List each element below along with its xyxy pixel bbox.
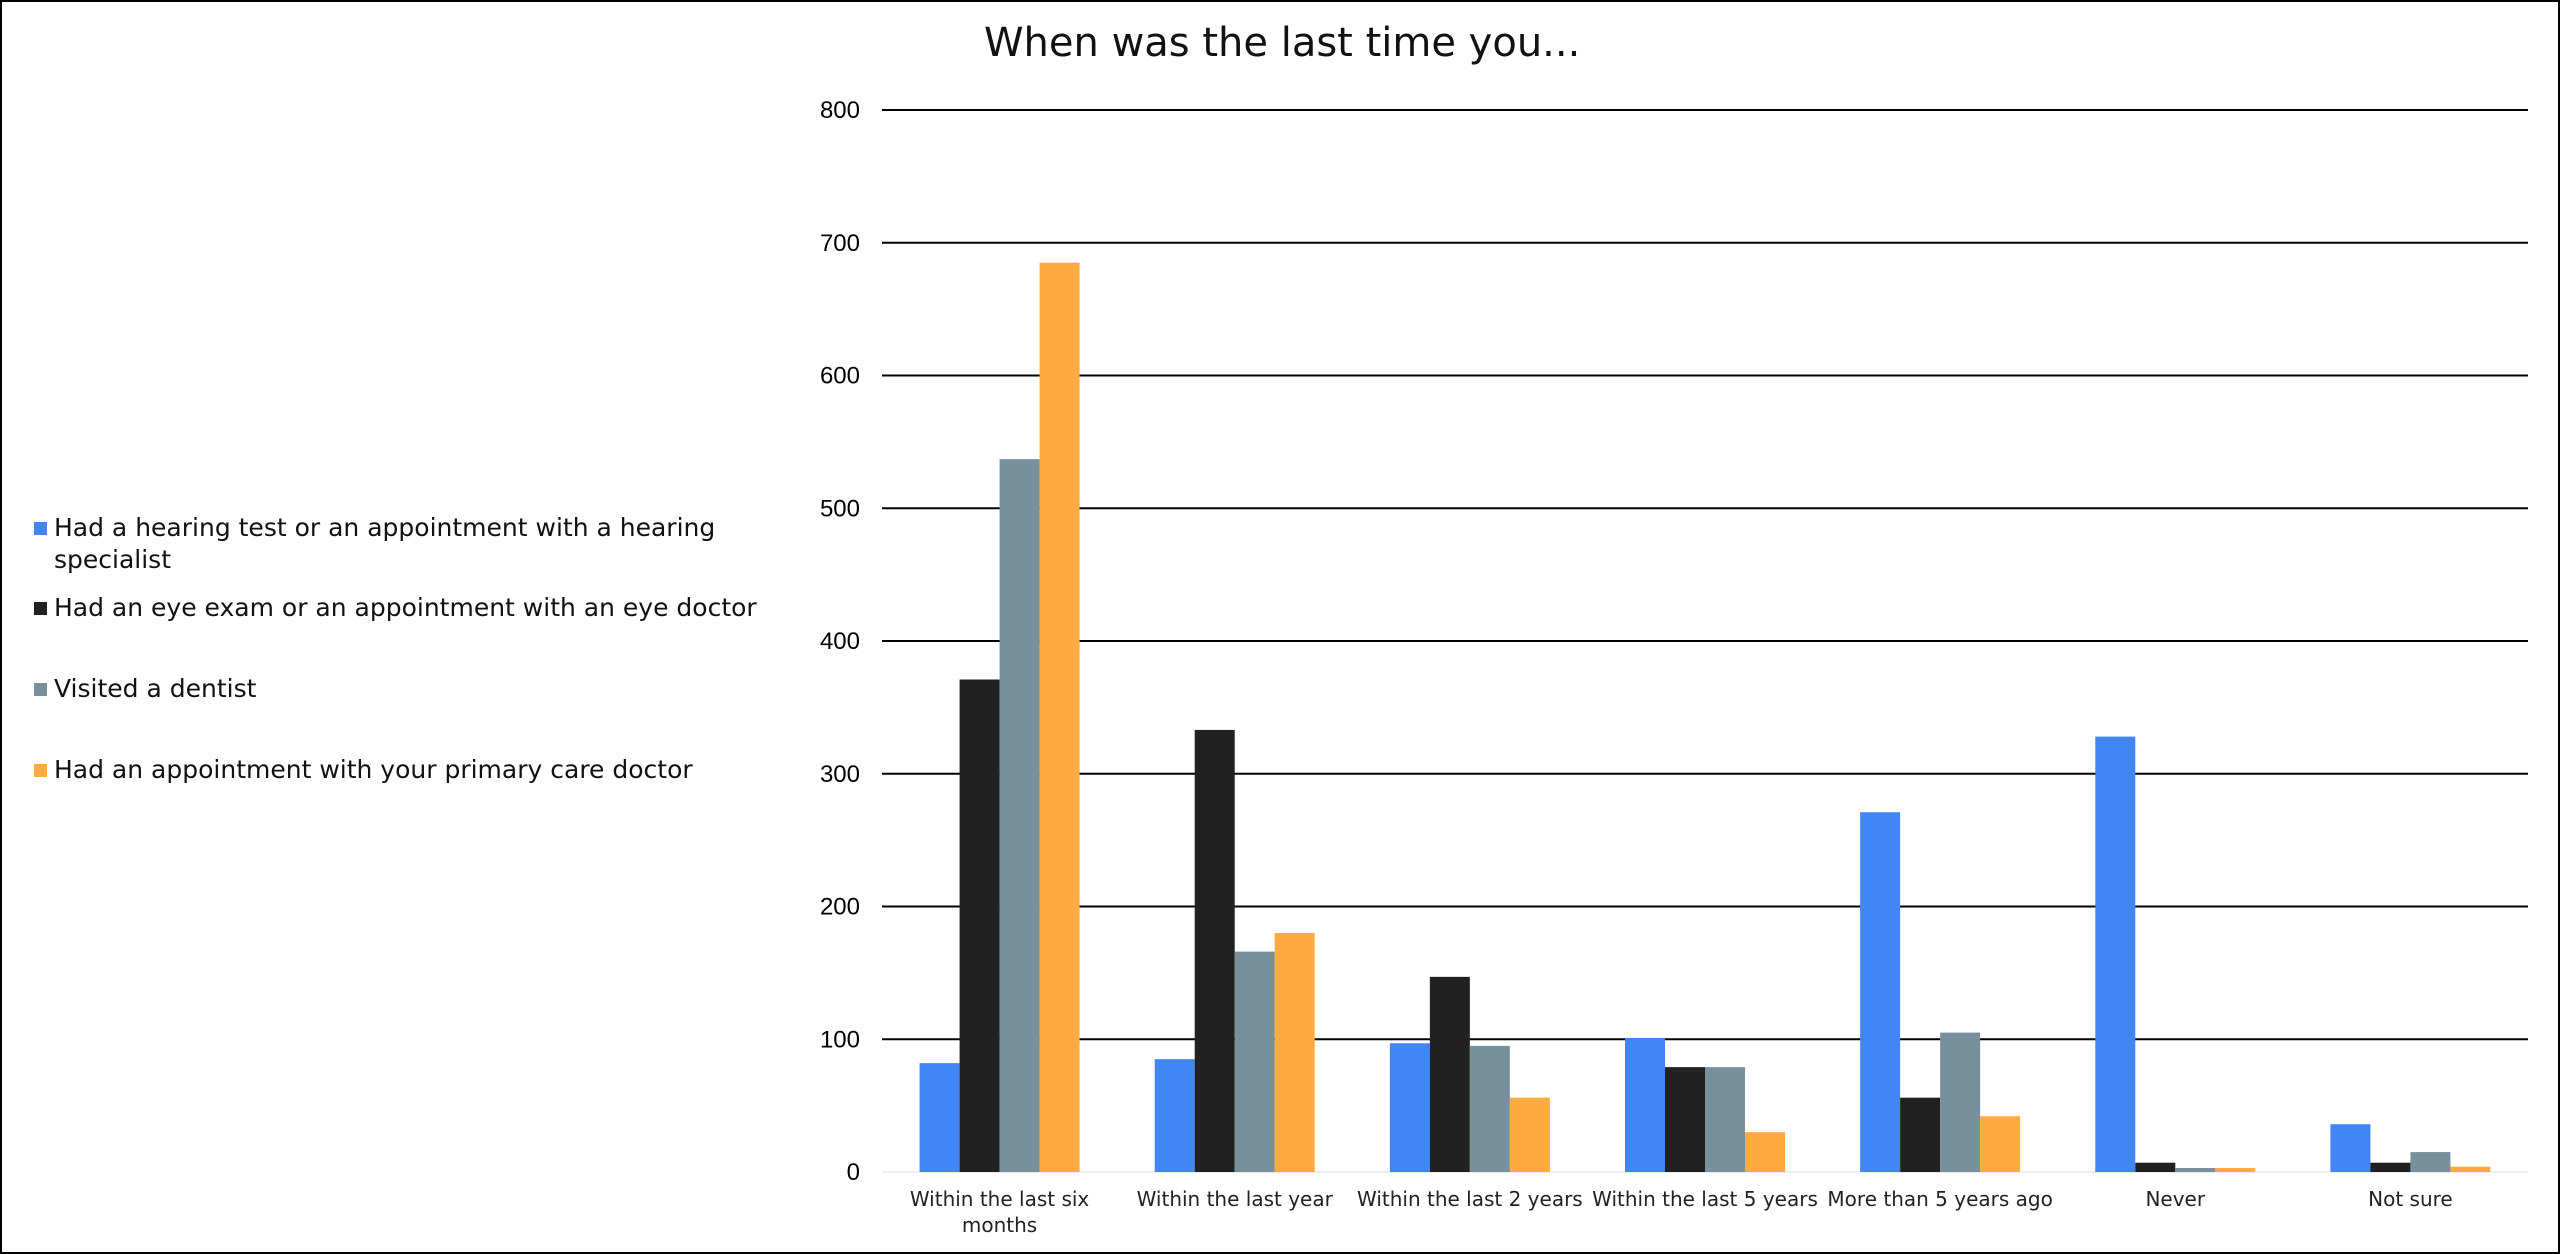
x-tick-label: Within the last year [1137, 1187, 1334, 1211]
y-tick-label: 700 [820, 230, 860, 257]
bar-not-sure-series-1 [2330, 1124, 2371, 1172]
legend-item: Had a hearing test or an appointment wit… [34, 512, 804, 576]
y-tick-label: 100 [820, 1026, 860, 1053]
bar-within-the-last-six-months-series-1 [919, 1063, 960, 1172]
bar-within-the-last-2-years-series-2 [1429, 976, 1470, 1172]
x-tick-label: Not sure [2368, 1187, 2453, 1211]
bar-not-sure-series-2 [2370, 1162, 2411, 1172]
legend-label: Had a hearing test or an appointment wit… [54, 513, 716, 574]
legend-swatch [34, 764, 47, 777]
bar-never-series-2 [2135, 1162, 2176, 1172]
y-tick-label: 800 [820, 97, 860, 124]
bar-within-the-last-year-series-3 [1234, 951, 1275, 1172]
bar-within-the-last-six-months-series-3 [999, 459, 1040, 1172]
bar-more-than-5-years-ago-series-4 [1980, 1116, 2021, 1172]
x-tick-label: More than 5 years ago [1827, 1187, 2052, 1211]
legend-item: Had an appointment with your primary car… [34, 754, 804, 786]
legend-label: Visited a dentist [54, 674, 257, 703]
bar-within-the-last-2-years-series-3 [1469, 1045, 1510, 1172]
bar-within-the-last-5-years-series-4 [1745, 1132, 1785, 1172]
legend-item: Had an eye exam or an appointment with a… [34, 592, 804, 624]
bar-more-than-5-years-ago-series-1 [1860, 812, 1901, 1172]
x-axis: Within the last six months Within the last… [910, 1187, 2453, 1237]
legend-item: Visited a dentist [34, 673, 804, 705]
x-tick-label: Within the last 5 years [1592, 1187, 1818, 1211]
bar-more-than-5-years-ago-series-2 [1900, 1097, 1941, 1172]
y-tick-label: 200 [820, 894, 860, 921]
bar-within-the-last-year-series-1 [1154, 1059, 1195, 1172]
legend-swatch [34, 602, 47, 615]
bar-within-the-last-six-months-series-2 [959, 679, 1000, 1172]
legend-swatch [34, 683, 47, 696]
bar-not-sure-series-3 [2410, 1152, 2451, 1172]
bar-never-series-1 [2095, 736, 2136, 1172]
x-tick-label: Within the last 2 years [1357, 1187, 1583, 1211]
x-tick-label: Never [2145, 1187, 2205, 1211]
bar-within-the-last-2-years-series-4 [1509, 1097, 1550, 1172]
gridlines [882, 109, 2528, 1173]
y-axis: 0 100 200 300 400 500 600 700 800 [820, 97, 860, 1186]
bar-within-the-last-year-series-2 [1194, 729, 1235, 1172]
bar-never-series-3 [2175, 1168, 2216, 1172]
bar-within-the-last-5-years-series-3 [1705, 1067, 1745, 1172]
chart-title: When was the last time you... [984, 20, 1581, 66]
y-tick-label: 300 [820, 761, 860, 788]
y-tick-label: 500 [820, 495, 860, 522]
bar-within-the-last-5-years-series-2 [1665, 1067, 1705, 1172]
bar-within-the-last-2-years-series-1 [1389, 1043, 1430, 1172]
bar-within-the-last-year-series-4 [1274, 933, 1315, 1172]
bar-more-than-5-years-ago-series-3 [1940, 1032, 1981, 1172]
y-tick-label: 0 [847, 1159, 860, 1186]
bars [919, 262, 2491, 1173]
x-tick-label: Within the last six months [910, 1187, 1090, 1237]
y-tick-label: 400 [820, 628, 860, 655]
legend-swatch [34, 522, 47, 535]
y-tick-label: 600 [820, 363, 860, 390]
bar-not-sure-series-4 [2450, 1166, 2491, 1172]
bar-within-the-last-5-years-series-1 [1625, 1037, 1665, 1172]
bar-never-series-4 [2215, 1168, 2256, 1172]
legend-label: Had an appointment with your primary car… [54, 755, 693, 784]
bar-within-the-last-six-months-series-4 [1039, 262, 1080, 1173]
legend-label: Had an eye exam or an appointment with a… [54, 593, 757, 622]
